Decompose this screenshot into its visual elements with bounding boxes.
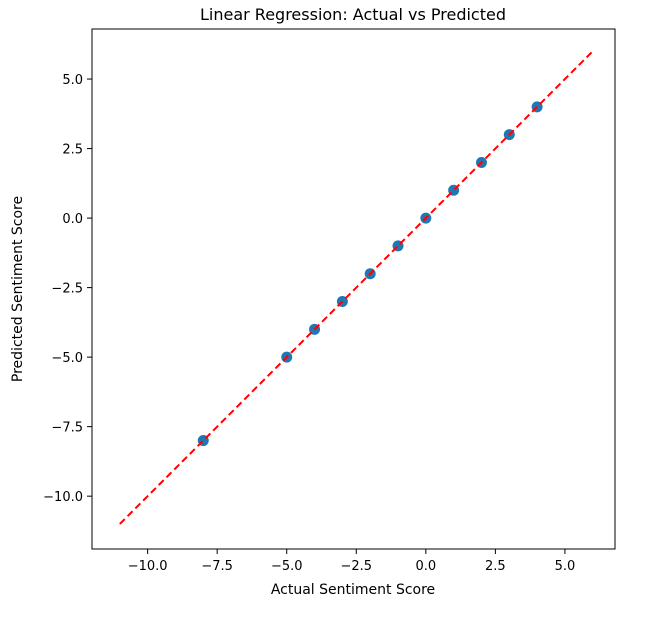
- x-tick-label: 5.0: [555, 559, 576, 574]
- y-tick-label: −2.5: [51, 282, 83, 297]
- plot-frame: [91, 28, 616, 550]
- regression-line: [119, 50, 594, 525]
- x-tick-label: 0.0: [415, 559, 436, 574]
- x-tick-label: −10.0: [128, 559, 168, 574]
- plot-layer: [119, 50, 594, 525]
- y-tick-label: −10.0: [43, 490, 83, 505]
- y-tick-label: −5.0: [51, 351, 83, 366]
- x-tick-label: −2.5: [340, 559, 372, 574]
- y-tick-label: 0.0: [62, 212, 83, 227]
- y-tick-label: 2.5: [62, 143, 83, 158]
- y-tick-label: 5.0: [62, 73, 83, 88]
- y-tick-label: −7.5: [51, 421, 83, 436]
- x-tick-label: −5.0: [271, 559, 303, 574]
- x-axis-ticks: −10.0 −7.5 −5.0 −2.5 0.0 2.5 5.0: [128, 549, 576, 574]
- x-tick-label: 2.5: [485, 559, 506, 574]
- x-axis-title: Actual Sentiment Score: [271, 582, 435, 598]
- y-axis-ticks: 5.0 2.5 0.0 −2.5 −5.0 −7.5 −10.0: [43, 73, 92, 505]
- chart-title: Linear Regression: Actual vs Predicted: [200, 5, 506, 24]
- y-axis-title: Predicted Sentiment Score: [10, 196, 26, 382]
- x-tick-label: −7.5: [201, 559, 233, 574]
